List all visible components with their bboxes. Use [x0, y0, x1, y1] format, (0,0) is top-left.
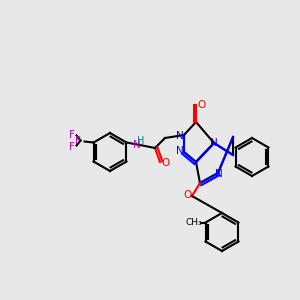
- Text: N: N: [133, 140, 141, 150]
- Text: F: F: [75, 136, 80, 146]
- Text: O: O: [161, 158, 169, 168]
- Text: CH₃: CH₃: [185, 218, 202, 227]
- Text: N: N: [176, 131, 184, 141]
- Text: N: N: [210, 138, 218, 148]
- Text: H: H: [137, 136, 145, 146]
- Text: O: O: [183, 190, 191, 200]
- Text: F: F: [69, 142, 74, 152]
- Text: N: N: [176, 146, 184, 156]
- Text: N: N: [215, 169, 223, 179]
- Text: O: O: [197, 100, 205, 110]
- Text: F: F: [69, 130, 74, 140]
